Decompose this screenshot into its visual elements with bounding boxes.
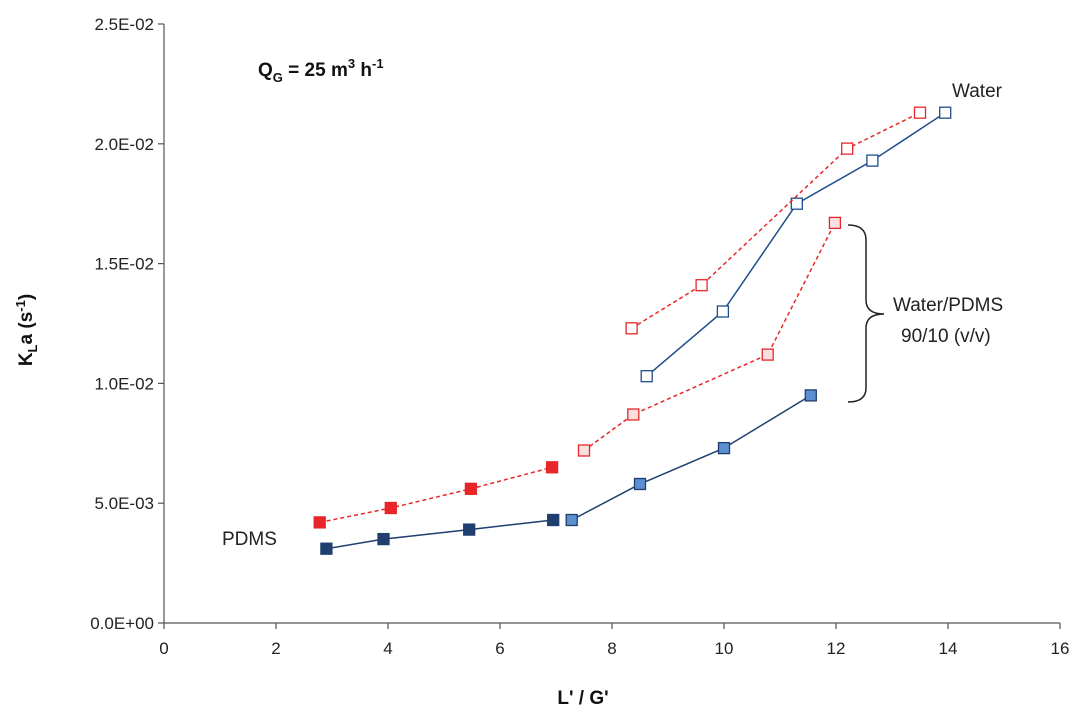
y-axis-title: KLa (s-1)	[13, 294, 40, 366]
data-point	[633, 477, 647, 491]
series-line	[631, 112, 921, 329]
series-line	[583, 222, 836, 452]
data-point	[695, 279, 708, 292]
axes: 0.0E+00 5.0E-03 1.0E-02 1.5E-02 2.0E-02 2.5E-…	[90, 15, 1069, 658]
y-tick-label: 5.0E-03	[94, 494, 154, 513]
x-tick-label: 2	[271, 639, 280, 658]
data-point	[716, 305, 730, 318]
series-layer	[313, 106, 952, 555]
series-water_red	[625, 106, 927, 335]
data-point	[547, 513, 560, 527]
mix-annotation-line2: 90/10 (v/v)	[901, 326, 991, 347]
data-point	[828, 216, 842, 230]
data-point	[463, 523, 476, 536]
data-point	[320, 542, 333, 555]
y-tick-label: 1.0E-02	[94, 374, 154, 393]
series-water_blue	[640, 106, 952, 383]
y-tick-label: 0.0E+00	[90, 614, 154, 633]
data-point	[841, 142, 854, 155]
x-tick-label: 8	[607, 639, 616, 658]
series-pdms_red	[313, 461, 559, 529]
mix-annotation-line1: Water/PDMS	[893, 295, 1003, 316]
data-point	[866, 154, 879, 167]
data-point	[761, 348, 774, 361]
mix-group-brace	[847, 224, 885, 403]
series-line	[571, 394, 812, 521]
x-tick-label: 10	[715, 639, 734, 658]
series-mix_red	[577, 216, 842, 457]
series-line	[326, 519, 554, 550]
data-point	[313, 516, 326, 529]
series-mix_blue	[565, 389, 817, 527]
flow-rate-annotation: QG = 25 m3 h-1	[258, 56, 384, 85]
pdms-annotation: PDMS	[222, 529, 277, 550]
y-tick-label: 1.5E-02	[94, 255, 154, 274]
x-tick-label: 0	[159, 639, 168, 658]
data-point	[545, 461, 559, 474]
data-point	[464, 482, 478, 495]
x-tick-label: 4	[383, 639, 392, 658]
x-axis-title: L' / G'	[557, 688, 608, 709]
series-line	[319, 466, 553, 524]
x-tick-label: 12	[827, 639, 846, 658]
y-tick-label: 2.5E-02	[94, 15, 154, 34]
x-tick-label: 6	[495, 639, 504, 658]
data-point	[625, 322, 638, 335]
data-point	[577, 444, 591, 457]
data-point	[790, 197, 803, 210]
data-point	[640, 370, 653, 383]
data-point	[384, 501, 397, 515]
water-annotation: Water	[952, 81, 1003, 102]
x-tick-label: 16	[1051, 639, 1070, 658]
y-tick-label: 2.0E-02	[94, 135, 154, 154]
data-point	[377, 532, 390, 546]
series-pdms_blue	[320, 513, 560, 555]
data-point	[565, 513, 578, 527]
data-point	[717, 441, 731, 455]
data-point	[913, 106, 927, 119]
data-point	[804, 389, 817, 402]
data-point	[939, 106, 952, 119]
data-point	[627, 408, 640, 421]
x-tick-label: 14	[939, 639, 958, 658]
